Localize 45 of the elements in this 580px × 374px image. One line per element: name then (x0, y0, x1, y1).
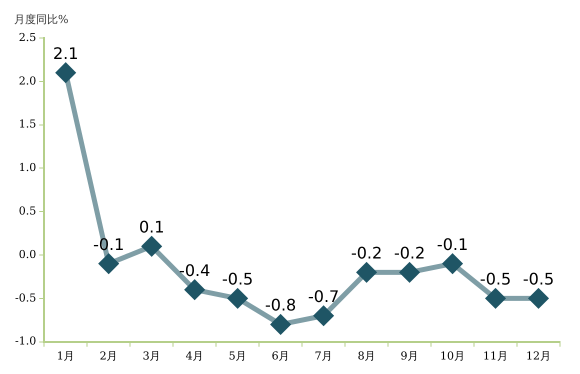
y-tick-label: -0.5 (14, 291, 36, 304)
data-label: -0.7 (308, 286, 340, 306)
x-tick-label: 10月 (440, 349, 466, 362)
y-tick-label: 1.0 (18, 161, 36, 174)
point (99, 254, 118, 274)
y-tick-label: 2.0 (18, 74, 36, 88)
data-label: -0.5 (222, 270, 254, 289)
data-label: -0.2 (394, 244, 426, 263)
y-tick-label: 1.5 (18, 118, 36, 131)
x-tick-label: 1月 (56, 349, 75, 362)
point (56, 63, 76, 82)
x-tick-label: 7月 (314, 349, 333, 362)
data-label: 2.1 (52, 44, 78, 63)
x-tick-label: 11月 (483, 349, 508, 362)
point (357, 262, 376, 282)
x-tick-label: 9月 (400, 349, 419, 362)
data-label: -0.4 (179, 260, 210, 280)
data-label: -0.5 (522, 270, 554, 289)
y-tick-label: 0.0 (18, 248, 36, 261)
point (185, 280, 204, 300)
y-axis-title: 月度同比% (14, 12, 68, 26)
data-label: 0.1 (138, 217, 164, 236)
x-tick-label: 2月 (100, 349, 118, 362)
point (400, 262, 420, 282)
data-label: -0.8 (265, 296, 296, 315)
y-tick-label: 2.5 (18, 30, 36, 44)
point (142, 236, 162, 256)
y-tick-label: -1.0 (14, 334, 36, 348)
data-label: -0.5 (480, 270, 512, 289)
x-tick-label: 8月 (358, 349, 376, 362)
y-tick-label: 0.5 (18, 204, 36, 218)
point (228, 288, 248, 308)
x-tick-label: 4月 (186, 349, 204, 362)
x-tick-label: 3月 (142, 349, 161, 362)
point (271, 314, 290, 334)
data-label: -0.1 (93, 234, 124, 254)
point (314, 306, 334, 326)
point (486, 288, 506, 308)
data-label: -0.2 (350, 244, 382, 263)
point (443, 254, 462, 274)
data-label: -0.1 (436, 234, 468, 254)
x-tick-label: 6月 (272, 349, 290, 362)
x-tick-label: 12月 (526, 349, 552, 362)
x-tick-label: 5月 (228, 349, 247, 362)
point (529, 288, 548, 308)
